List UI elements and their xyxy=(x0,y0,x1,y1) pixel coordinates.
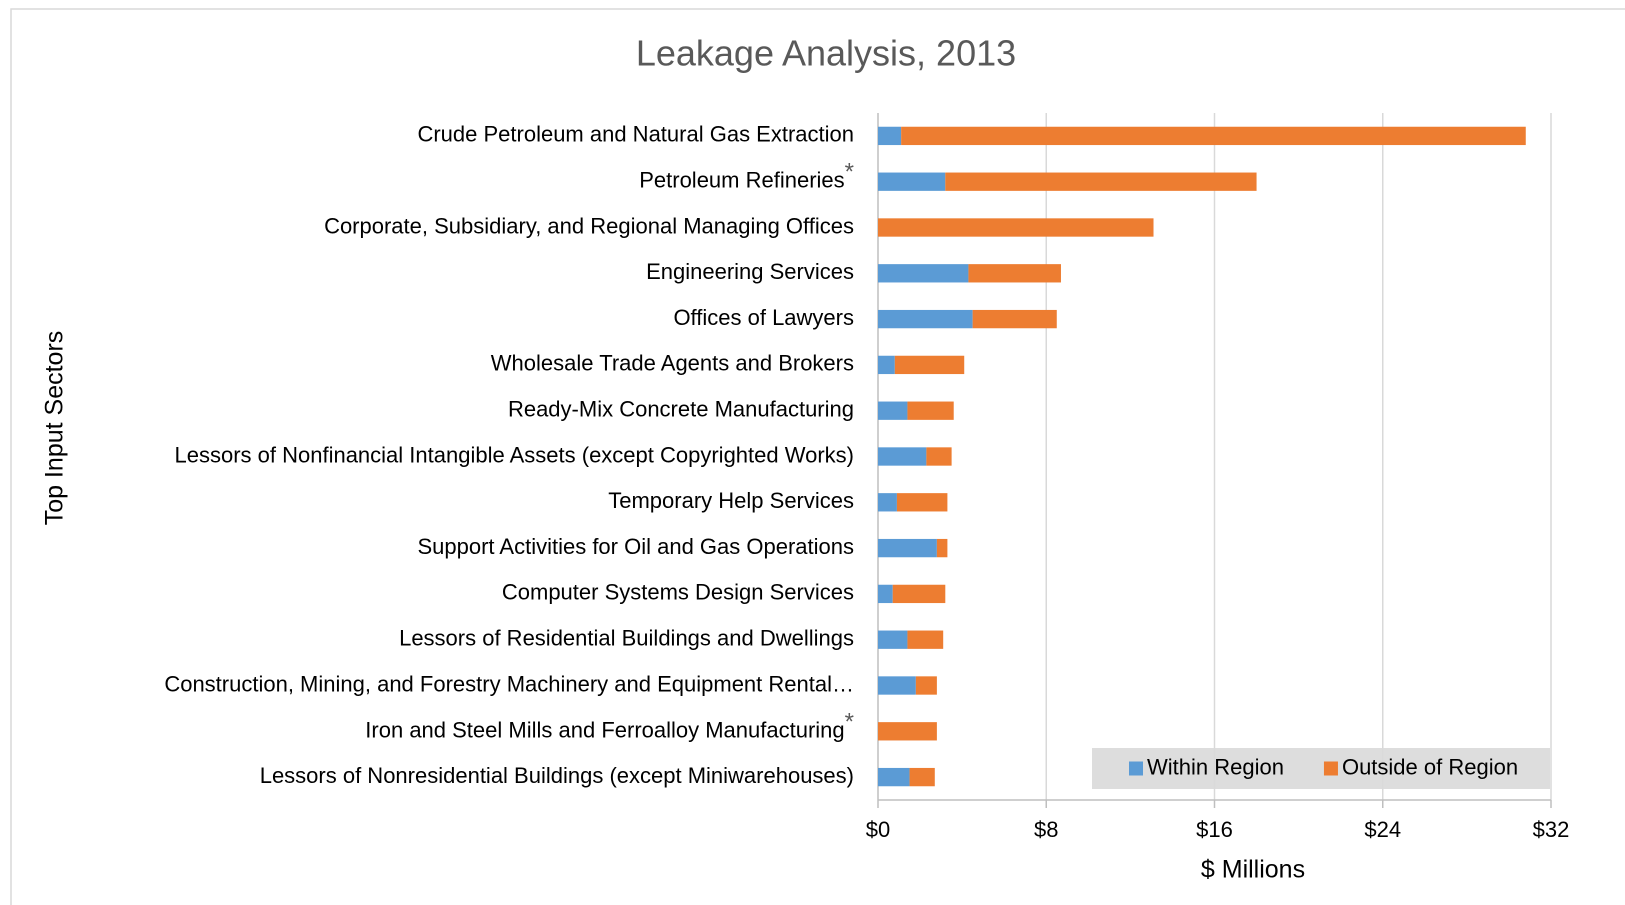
bar xyxy=(878,309,973,329)
x-tick-label: $16 xyxy=(1196,817,1233,842)
bar xyxy=(878,447,927,466)
bar xyxy=(901,126,1526,146)
bar xyxy=(878,126,902,146)
bar xyxy=(972,309,1057,329)
x-tick-label: $32 xyxy=(1533,817,1570,842)
bar xyxy=(968,264,1061,283)
x-tick-label: $0 xyxy=(866,817,890,842)
bar xyxy=(907,401,954,420)
x-tick-label: $24 xyxy=(1364,817,1401,842)
y-tick-label: Construction, Mining, and Forestry Machi… xyxy=(164,671,854,696)
y-tick-label: Lessors of Nonresidential Buildings (exc… xyxy=(260,763,854,788)
bar xyxy=(945,172,1257,191)
y-tick-label: Support Activities for Oil and Gas Opera… xyxy=(417,534,854,559)
bar xyxy=(878,722,937,741)
y-tick-label: Offices of Lawyers xyxy=(673,305,854,330)
y-tick-label: Petroleum Refineries* xyxy=(639,159,854,192)
bar xyxy=(936,538,948,558)
bar xyxy=(926,447,952,466)
legend-swatch xyxy=(1129,761,1143,776)
legend-label: Outside of Region xyxy=(1342,754,1518,779)
bar xyxy=(878,355,895,375)
y-tick-label: Temporary Help Services xyxy=(608,488,854,513)
x-tick-label: $8 xyxy=(1034,817,1058,842)
y-tick-label: Ready-Mix Concrete Manufacturing xyxy=(508,397,854,422)
bar xyxy=(878,172,946,191)
bar xyxy=(894,355,965,375)
bar xyxy=(892,584,946,604)
y-tick-label: Corporate, Subsidiary, and Regional Mana… xyxy=(324,213,854,238)
bar xyxy=(909,767,935,787)
bar xyxy=(878,218,1154,237)
y-tick-label: Lessors of Nonfinancial Intangible Asset… xyxy=(175,442,855,467)
bar xyxy=(878,630,908,649)
y-tick-label: Computer Systems Design Services xyxy=(502,580,854,605)
y-tick-label: Wholesale Trade Agents and Brokers xyxy=(491,351,854,376)
y-tick-label: Engineering Services xyxy=(646,259,854,284)
y-axis-title: Top Input Sectors xyxy=(41,331,69,526)
legend-label: Within Region xyxy=(1147,754,1284,779)
legend-box xyxy=(1092,748,1550,789)
y-tick-label: Lessors of Residential Buildings and Dwe… xyxy=(399,626,854,651)
bar xyxy=(878,401,908,420)
bar xyxy=(878,676,916,695)
y-tick-label: Crude Petroleum and Natural Gas Extracti… xyxy=(417,122,854,147)
bar xyxy=(878,264,969,283)
legend-swatch xyxy=(1323,761,1338,776)
x-axis-title: $ Millions xyxy=(1201,856,1305,884)
bar xyxy=(896,493,948,512)
bar xyxy=(878,584,893,604)
y-tick-label: Iron and Steel Mills and Ferroalloy Manu… xyxy=(365,709,854,742)
bar xyxy=(878,767,910,787)
bar xyxy=(915,676,937,695)
bar xyxy=(907,630,944,649)
chart-title: Leakage Analysis, 2013 xyxy=(636,33,1016,74)
bar xyxy=(878,538,937,558)
bar xyxy=(878,493,897,512)
